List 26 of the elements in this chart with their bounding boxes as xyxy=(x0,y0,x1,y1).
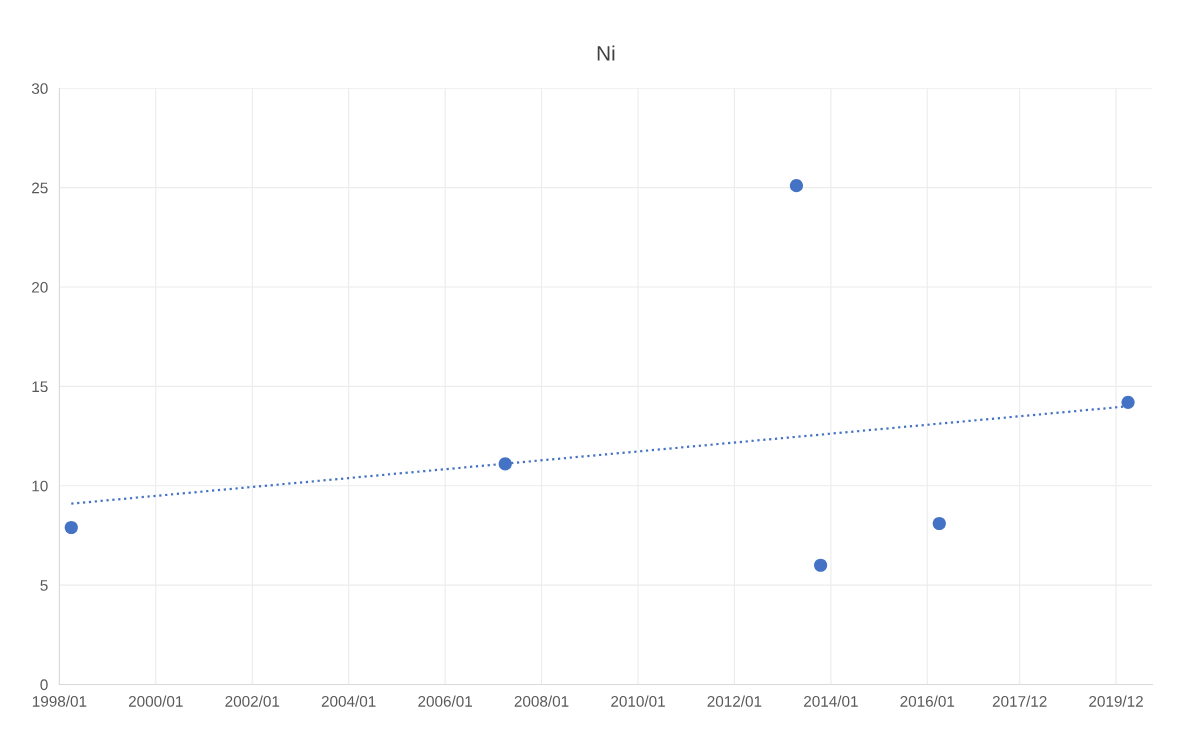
x-tick-label: 2010/01 xyxy=(611,695,665,707)
y-tick-label: 0 xyxy=(40,679,48,691)
point xyxy=(64,520,78,535)
y-tick-label: 20 xyxy=(32,281,48,293)
x-tick-label: 2002/01 xyxy=(225,695,280,707)
x-tick-label: 2017/12 xyxy=(992,695,1047,707)
x-tick-label: 2012/01 xyxy=(707,695,762,707)
point xyxy=(814,558,828,572)
chart-title: Ni xyxy=(597,45,615,61)
y-tick-label: 5 xyxy=(40,580,48,591)
x-tick-label: 2000/01 xyxy=(128,695,183,707)
x-tick-label: 2008/01 xyxy=(514,695,569,707)
x-tick-label: 1998/01 xyxy=(32,695,87,707)
y-tick-label: 15 xyxy=(32,381,48,393)
point xyxy=(1121,395,1135,409)
point xyxy=(932,516,946,531)
x-tick-label: 2006/01 xyxy=(418,695,473,707)
point xyxy=(789,179,804,193)
x-tick-label: 2019/12 xyxy=(1089,695,1143,707)
point xyxy=(498,457,512,471)
y-tick-label: 30 xyxy=(31,83,48,95)
x-tick-label: 2004/01 xyxy=(321,695,376,707)
y-tick-label: 10 xyxy=(32,480,48,492)
x-tick-label: 2016/01 xyxy=(900,695,955,707)
x-tick-label: 2014/01 xyxy=(804,695,858,707)
y-tick-label: 25 xyxy=(32,182,48,194)
